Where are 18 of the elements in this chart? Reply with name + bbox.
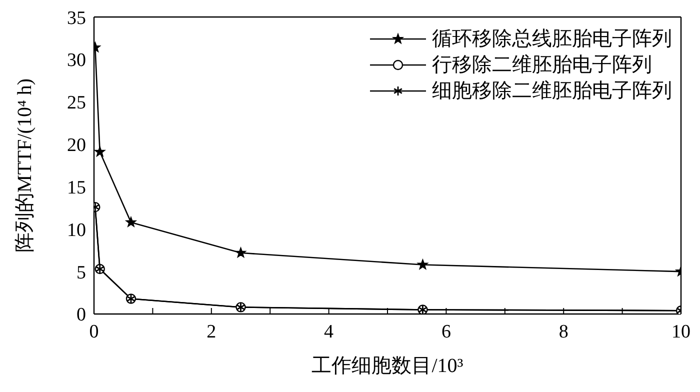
legend-label: 行移除二维胚胎电子阵列: [432, 53, 652, 78]
y-tick-label: 30: [67, 50, 86, 72]
x-axis-title: 工作细胞数目/10³: [312, 355, 464, 377]
x-tick-label: 4: [324, 321, 334, 342]
legend-label: 循环移除总线胚胎电子阵列: [432, 27, 672, 52]
y-tick-label: 15: [67, 177, 86, 198]
y-tick-label: 5: [76, 262, 86, 284]
legend-label: 细胞移除二维胚胎电子阵列: [432, 79, 672, 104]
y-tick-label: 35: [67, 8, 86, 29]
y-tick-label: 0: [76, 304, 86, 326]
x-tick-label: 8: [558, 321, 568, 342]
x-tick-label: 10: [672, 321, 690, 342]
y-axis-title: 阵列的MTTF/(10⁴ h): [14, 78, 36, 253]
y-tick-label: 25: [67, 92, 86, 114]
y-tick-label: 20: [67, 135, 86, 156]
x-tick-label: 2: [206, 321, 216, 342]
y-tick-label: 10: [67, 220, 86, 241]
x-tick-label: 6: [441, 321, 451, 342]
